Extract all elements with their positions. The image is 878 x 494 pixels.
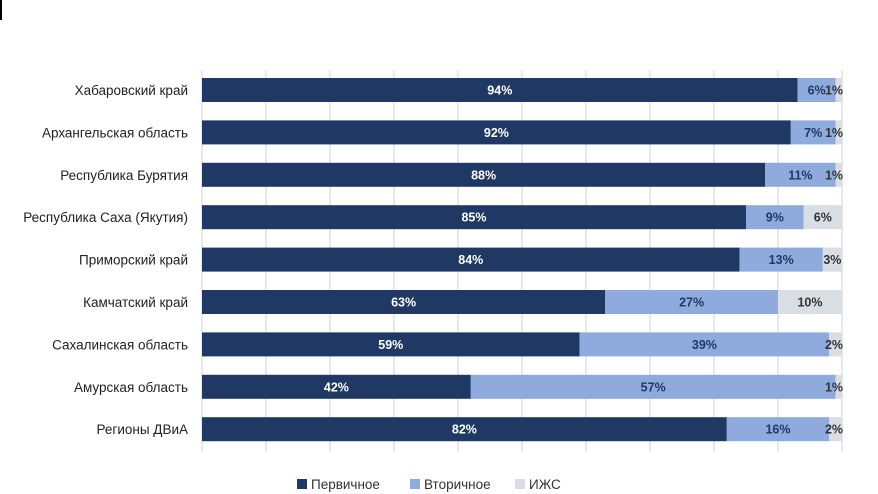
data-label: 59% — [378, 338, 403, 352]
bars — [202, 78, 842, 442]
category-label: Республика Саха (Якутия) — [23, 210, 188, 225]
value-labels: 94% 6% 1%92% 7% 1%88% 11% 1%85% 9% 6%84% 13% 3%63%… — [324, 84, 843, 437]
data-label: 6% — [808, 84, 826, 98]
legend-label: Первичное — [311, 477, 380, 492]
data-label: 82% — [452, 423, 477, 437]
category-label: Амурская область — [74, 380, 188, 395]
bar-segment-secondary — [726, 417, 830, 442]
bar-segment-secondary — [790, 120, 836, 145]
bar-segment-primary — [202, 374, 471, 399]
data-label: 11% — [788, 168, 812, 182]
data-label: 39% — [692, 338, 717, 352]
bar-segment-primary — [202, 247, 740, 272]
bar-segment-secondary — [470, 374, 836, 399]
bar-segment-izhs — [803, 205, 842, 230]
bar-segment-primary — [202, 290, 606, 314]
bar-segment-secondary — [765, 162, 836, 187]
data-label: 13% — [769, 253, 794, 267]
data-label: 1% — [825, 168, 843, 182]
data-label: 57% — [641, 380, 666, 394]
bar-segment-secondary — [605, 290, 778, 314]
bar-segment-primary — [202, 417, 727, 442]
bar-segment-izhs — [835, 162, 842, 187]
category-label: Республика Бурятия — [60, 168, 188, 183]
bar-segment-secondary — [797, 78, 836, 102]
category-label: Сахалинская область — [52, 337, 188, 352]
data-label: 2% — [825, 423, 843, 437]
category-labels: Хабаровский край Архангельская область Рес… — [23, 83, 188, 437]
data-label: 6% — [814, 211, 832, 225]
data-label: 88% — [471, 168, 496, 182]
data-label: 27% — [679, 296, 704, 310]
data-label: 7% — [804, 126, 822, 140]
legend-swatch — [297, 479, 307, 489]
bar-segment-izhs — [829, 417, 842, 442]
data-label: 1% — [825, 84, 843, 98]
data-label: 63% — [391, 296, 416, 310]
bar-segment-izhs — [835, 78, 842, 102]
bar-segment-primary — [202, 205, 746, 230]
data-label: 9% — [766, 211, 784, 225]
data-label: 1% — [825, 126, 843, 140]
bar-segment-primary — [202, 332, 580, 357]
category-label: Камчатский край — [83, 295, 188, 310]
category-label: Хабаровский край — [75, 83, 188, 98]
bar-segment-secondary — [739, 247, 823, 272]
data-label: 1% — [825, 380, 843, 394]
bar-segment-izhs — [778, 290, 842, 314]
bar-segment-izhs — [835, 120, 842, 145]
data-label: 3% — [823, 253, 841, 267]
data-label: 84% — [458, 253, 483, 267]
data-label: 85% — [461, 211, 486, 225]
bar-segment-primary — [202, 162, 766, 187]
bar-segment-primary — [202, 120, 791, 145]
bar-segment-primary — [202, 78, 798, 102]
legend-swatch — [515, 479, 525, 489]
bar-segment-izhs — [835, 374, 842, 399]
data-label: 16% — [765, 423, 790, 437]
bar-segment-izhs — [822, 247, 842, 272]
data-label: 10% — [797, 296, 822, 310]
bar-segment-secondary — [579, 332, 830, 357]
category-label: Архангельская область — [42, 125, 188, 140]
bar-segment-secondary — [746, 205, 804, 230]
data-label: 42% — [324, 380, 349, 394]
data-label: 92% — [484, 126, 509, 140]
legend-label: Вторичное — [424, 477, 491, 492]
legend: Первичное Вторичное ИЖС — [297, 477, 561, 492]
bar-segment-izhs — [829, 332, 842, 357]
legend-swatch — [410, 479, 420, 489]
data-label: 2% — [825, 338, 843, 352]
legend-label: ИЖС — [529, 477, 561, 492]
data-label: 94% — [487, 84, 512, 98]
corner-edge-mark — [0, 0, 2, 20]
category-label: Приморский край — [79, 253, 188, 268]
category-label: Регионы ДВиА — [97, 422, 189, 437]
